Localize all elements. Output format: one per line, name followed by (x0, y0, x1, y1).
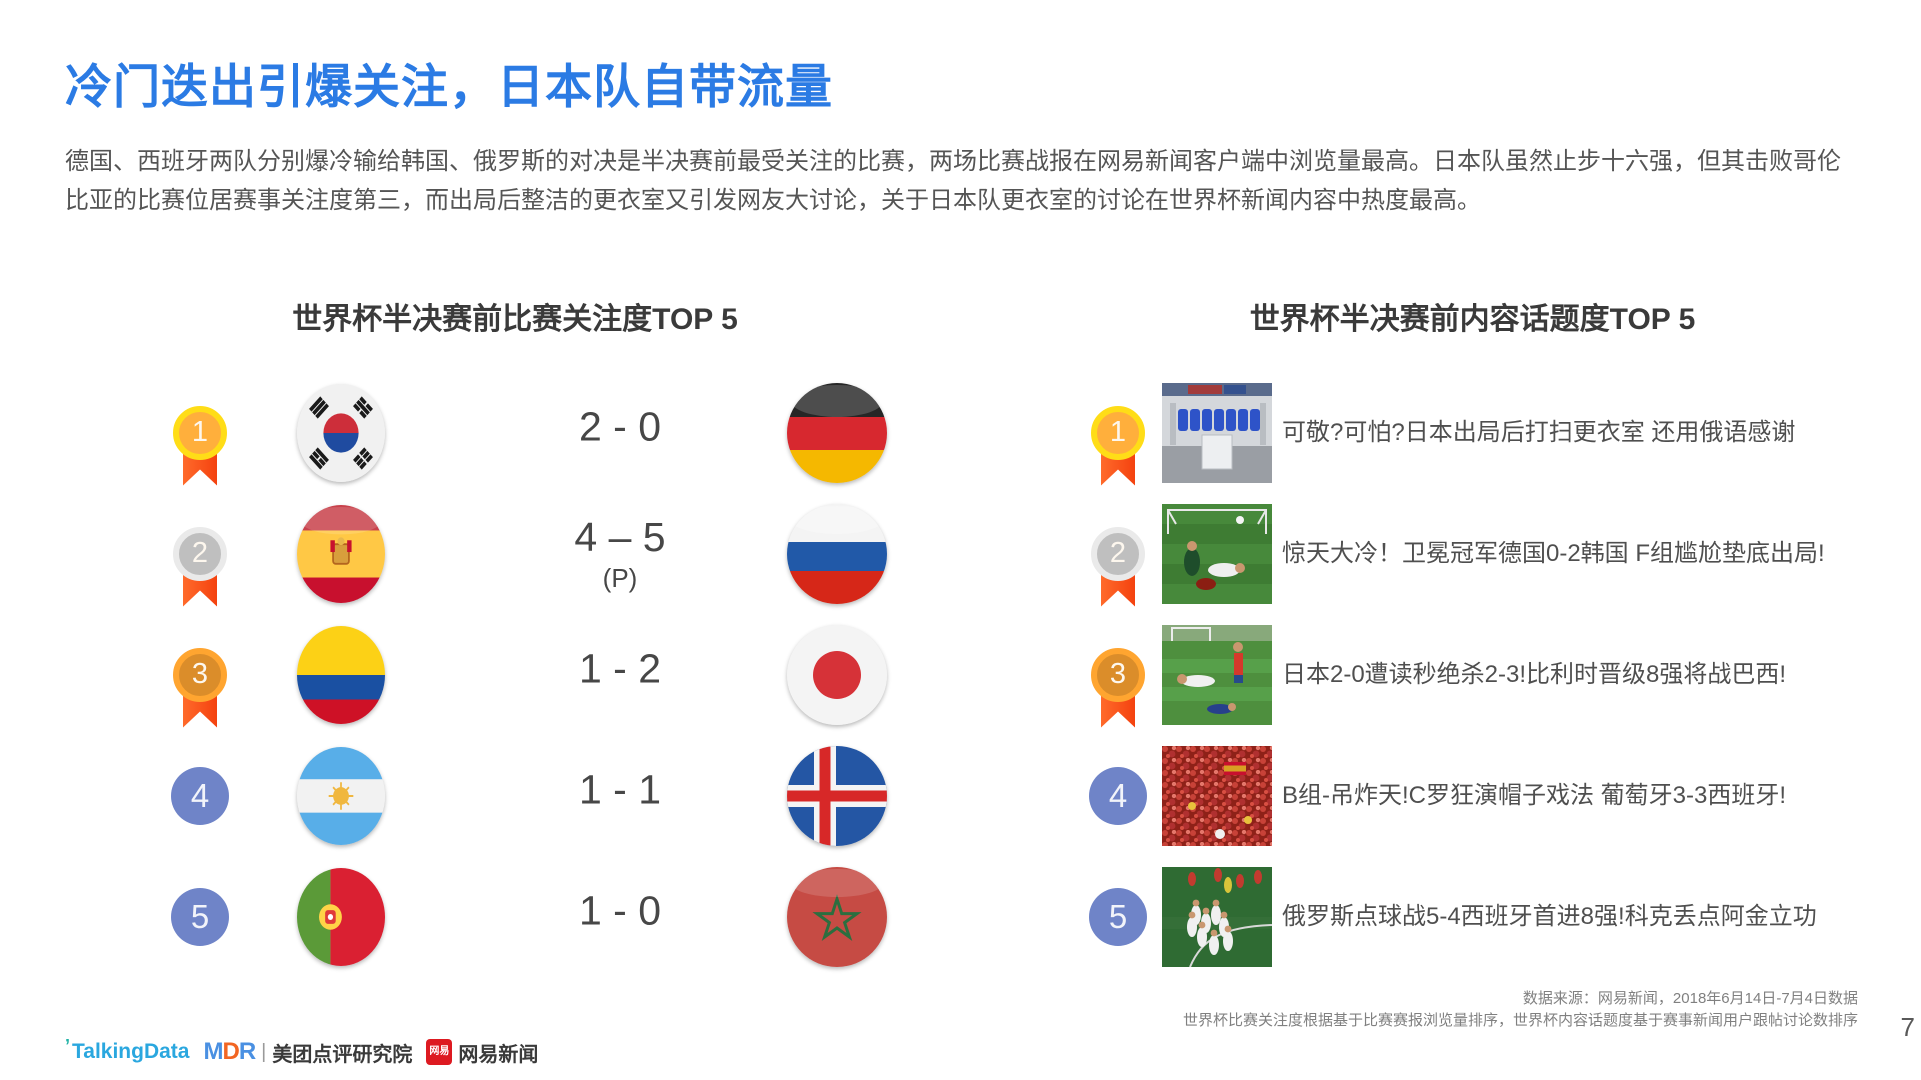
argentina-flag-icon (297, 746, 385, 845)
score-note (579, 694, 661, 704)
match-row-2: 2 4 – 5 (P) (95, 493, 935, 614)
match-score: 1 - 0 (578, 887, 662, 933)
score-block: 1 - 0 (579, 887, 661, 946)
match-row-1: 1 2 - 0 (95, 372, 935, 493)
rank-number: 5 (190, 897, 210, 935)
news-headline: B组-吊炸天!C罗狂演帽子戏法 葡萄牙3-3西班牙! (1282, 781, 1787, 809)
rank-number: 2 (191, 537, 209, 569)
fans-crowd-photo (1162, 745, 1272, 846)
mdr-label: 美团点评研究院 (272, 1043, 413, 1066)
players-down-photo (1162, 624, 1272, 725)
netease-badge-icon: 网易 (426, 1039, 453, 1065)
rank-number: 4 (190, 776, 210, 814)
south-korea-flag-icon (297, 383, 385, 482)
silver-medal-icon: 2 (173, 526, 227, 607)
score-block: 1 - 1 (579, 766, 661, 825)
gold-medal-icon: 1 (173, 405, 227, 486)
score-block: 2 - 0 (579, 403, 661, 462)
news-row-2: 2 惊天大冷！卫冕冠军德国0-2韩国 F组尴尬垫底出局! (1080, 493, 1865, 614)
content-topic-panel: 世界杯半决赛前内容话题度TOP 5 1 可敬?可怕?日本出局后打扫更衣室 还用俄… (1080, 292, 1865, 967)
match-attention-panel: 世界杯半决赛前比赛关注度TOP 5 1 (95, 292, 935, 967)
news-headline: 可敬?可怕?日本出局后打扫更衣室 还用俄语感谢 (1282, 418, 1796, 446)
portugal-flag-icon (297, 867, 385, 966)
netease-news-logo: 网易 网易新闻 (426, 1038, 538, 1067)
match-score: 4 – 5 (574, 513, 666, 560)
score-block: 4 – 5 (P) (574, 514, 665, 594)
japan-flag-icon (787, 624, 887, 725)
bronze-medal-icon: 3 (173, 647, 227, 728)
rank-number: 2 (1109, 537, 1127, 569)
news-row-1: 1 可敬?可怕?日本出局后打扫更衣室 还用俄语感谢 (1080, 372, 1865, 493)
silver-medal-icon: 2 (1091, 526, 1145, 607)
rank-number: 5 (1108, 897, 1128, 935)
page-title: 冷门迭出引爆关注，日本队自带流量 (65, 60, 833, 113)
meituan-dianping-research-logo: MDR | 美团点评研究院 (203, 1038, 412, 1067)
colombia-flag-icon (297, 625, 385, 724)
news-row-3: 3 日本2-0遭读秒绝杀2-3!比利时晋级8强将战巴西! (1080, 614, 1865, 735)
score-note (579, 452, 661, 462)
locker-room-photo (1162, 382, 1272, 483)
match-score: 1 - 1 (578, 766, 662, 812)
match-score: 1 - 2 (578, 645, 662, 691)
source-line-2: 世界杯比赛关注度根据基于比赛赛报浏览量排序，世界杯内容话题度基于赛事新闻用户跟帖… (1182, 1012, 1858, 1029)
match-score: 2 - 0 (578, 403, 662, 449)
news-row-4: 4 B组-吊炸天!C罗狂演帽子戏法 葡萄牙3-3西班牙! (1080, 735, 1865, 856)
score-note (579, 936, 661, 946)
source-line-1: 数据来源：网易新闻，2018年6月14日-7月4日数据 (1522, 990, 1858, 1007)
spain-flag-icon (297, 504, 385, 603)
mdr-wordmark: MDR (203, 1038, 256, 1065)
talkingdata-logo: ’ TalkingData (65, 1036, 190, 1064)
team-celebration-photo (1162, 866, 1272, 967)
news-headline: 日本2-0遭读秒绝杀2-3!比利时晋级8强将战巴西! (1282, 660, 1787, 688)
page-number: 7 (1900, 1012, 1915, 1042)
data-source-note: 数据来源：网易新闻，2018年6月14日-7月4日数据 世界杯比赛关注度根据基于… (1183, 988, 1858, 1032)
netease-label: 网易新闻 (458, 1043, 539, 1066)
news-row-5: 5 俄罗斯点球战5-4西班牙首进8强!科克丢点阿金立功 (1080, 856, 1865, 977)
rank-5-badge: 5 (1089, 887, 1147, 946)
match-row-4: 4 1 - 1 (95, 735, 935, 856)
rank-5-badge: 5 (171, 887, 229, 946)
match-row-3: 3 1 - 2 (95, 614, 935, 735)
iceland-flag-icon (787, 745, 887, 846)
goal-save-photo (1162, 503, 1272, 604)
rank-number: 3 (1109, 658, 1127, 690)
morocco-flag-icon (787, 866, 887, 967)
news-headline: 俄罗斯点球战5-4西班牙首进8强!科克丢点阿金立功 (1282, 902, 1817, 930)
rank-number: 4 (1108, 776, 1128, 814)
summary-paragraph: 德国、西班牙两队分别爆冷输给韩国、俄罗斯的对决是半决赛前最受关注的比赛，两场比赛… (65, 148, 1841, 214)
score-block: 1 - 2 (579, 645, 661, 704)
score-note: (P) (602, 562, 638, 593)
talkingdata-tick-icon: ’ (65, 1036, 71, 1056)
rank-number: 3 (191, 658, 209, 690)
bronze-medal-icon: 3 (1091, 647, 1145, 728)
right-panel-title: 世界杯半决赛前内容话题度TOP 5 (1249, 303, 1696, 336)
rank-4-badge: 4 (171, 766, 229, 825)
gold-medal-icon: 1 (1091, 405, 1145, 486)
left-panel-title: 世界杯半决赛前比赛关注度TOP 5 (292, 303, 738, 336)
news-headline: 惊天大冷！卫冕冠军德国0-2韩国 F组尴尬垫底出局! (1282, 539, 1825, 567)
rank-number: 1 (191, 416, 209, 448)
talkingdata-wordmark: TalkingData (72, 1040, 190, 1063)
rank-number: 1 (1109, 416, 1127, 448)
rank-4-badge: 4 (1089, 766, 1147, 825)
logo-bar: ’ TalkingData MDR | 美团点评研究院 网易 网易新闻 (65, 1036, 538, 1068)
match-row-5: 5 1 - 0 (95, 856, 935, 977)
logo-divider: | (261, 1040, 267, 1063)
germany-flag-icon (787, 382, 887, 483)
russia-flag-icon (787, 503, 887, 604)
score-note (579, 815, 661, 825)
